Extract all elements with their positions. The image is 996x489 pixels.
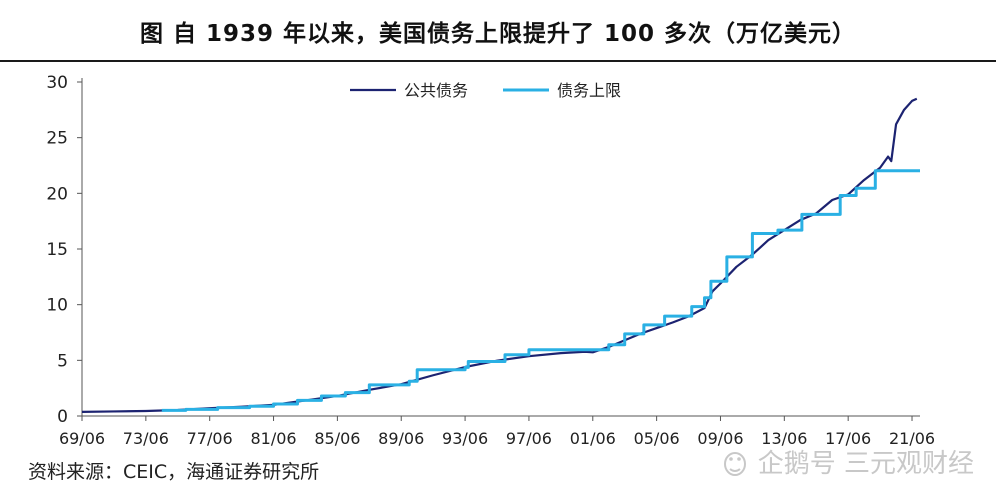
x-tick-label: 05/06 bbox=[634, 429, 680, 448]
x-tick-label: 69/06 bbox=[59, 429, 105, 448]
x-tick-label: 77/06 bbox=[187, 429, 233, 448]
x-tick-label: 01/06 bbox=[570, 429, 616, 448]
x-tick-label: 93/06 bbox=[442, 429, 488, 448]
line-chart: 0 5 10 15 20 25 30 69/06 73/06 77/06 81/06 85/06 89/… bbox=[46, 73, 935, 448]
legend-label-debt-ceiling: 债务上限 bbox=[557, 81, 621, 100]
source-note: 资料来源：CEIC，海通证券研究所 bbox=[28, 461, 320, 483]
y-tick-label: 20 bbox=[46, 184, 68, 204]
x-tick-label: 81/06 bbox=[250, 429, 296, 448]
x-tick-label: 73/06 bbox=[123, 429, 169, 448]
chart-title: 图 自 1939 年以来，美国债务上限提升了 100 多次（万亿美元） bbox=[139, 21, 857, 47]
y-tick-label: 10 bbox=[46, 296, 68, 316]
x-tick-label: 17/06 bbox=[825, 429, 871, 448]
series-line-public-debt bbox=[81, 97, 918, 413]
penguin-icon bbox=[723, 451, 746, 476]
chart-title-bar: 图 自 1939 年以来，美国债务上限提升了 100 多次（万亿美元） bbox=[0, 0, 996, 62]
watermark-text: 企鹅号 三元观财经 bbox=[757, 449, 974, 479]
x-tick-label: 13/06 bbox=[761, 429, 807, 448]
x-tick-label: 21/06 bbox=[889, 429, 935, 448]
x-tick-label: 89/06 bbox=[378, 429, 424, 448]
x-tick-label: 85/06 bbox=[314, 429, 360, 448]
x-tick-label: 97/06 bbox=[506, 429, 552, 448]
x-tick-label: 09/06 bbox=[697, 429, 743, 448]
watermark: 企鹅号 三元观财经 bbox=[720, 443, 974, 480]
y-tick-label: 0 bbox=[57, 407, 68, 427]
y-tick-label: 5 bbox=[57, 351, 68, 371]
legend-label-public-debt: 公共债务 bbox=[404, 81, 468, 100]
y-tick-label: 15 bbox=[46, 240, 68, 260]
series-line-debt-ceiling bbox=[161, 169, 920, 412]
y-tick-label: 25 bbox=[46, 129, 68, 149]
y-tick-label: 30 bbox=[46, 73, 68, 93]
